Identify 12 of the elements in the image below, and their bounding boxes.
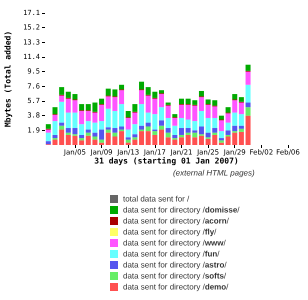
legend-label: data sent for directory /www/: [123, 238, 226, 248]
legend-label: data sent for directory /acorn/: [123, 216, 230, 226]
legend-label: total data sent for /: [123, 194, 190, 204]
legend-label: data sent for directory /astro/: [123, 260, 228, 270]
text: (external HTML pages): [173, 168, 255, 178]
x-axis-title: 31 days (starting 01 Jan 2007): [94, 156, 239, 166]
legend-label: data sent for directory /fly/: [123, 228, 218, 236]
legend-label: data sent for directory /softs/: [123, 272, 227, 280]
y-axis-title: Mbytes (Total added): [4, 30, 12, 128]
legend-label: data sent for directory /fun/: [123, 250, 220, 258]
legend-label: data sent for directory /domisse/: [123, 206, 240, 214]
legend-label: data sent for directory /demo/: [123, 282, 230, 292]
